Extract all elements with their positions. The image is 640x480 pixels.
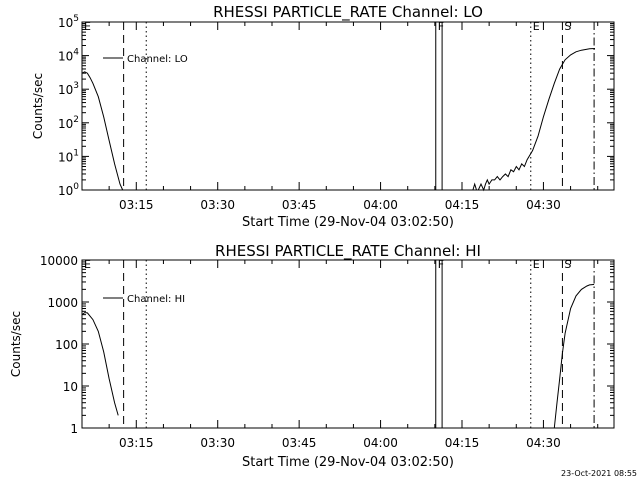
legend-label: Channel: LO [127,54,188,65]
x-tick-label: 03:15 [119,436,154,450]
y-axis-label: Counts/sec [9,311,23,377]
series-line [81,312,119,416]
y-axis-label: Counts/sec [31,73,45,139]
y-tick-label: 104 [58,48,79,64]
y-tick-label: 101 [58,148,79,164]
marker-label: F [438,20,444,33]
y-tick-label: 103 [58,81,79,97]
legend-label: Channel: HI [127,294,185,305]
x-tick-label: 03:45 [282,436,317,450]
x-axis-label: Start Time (29-Nov-04 03:02:50) [242,215,454,230]
marker-label: S [564,20,571,33]
marker-label: E [533,20,540,33]
y-tick-label: 105 [58,14,79,30]
x-tick-label: 03:15 [119,198,154,212]
y-tick-label: 10000 [40,254,78,268]
series-line [81,71,124,191]
marker-label: S [564,258,571,271]
x-tick-label: 04:00 [363,436,398,450]
series-line [472,48,596,192]
y-tick-label: 100 [58,182,79,198]
x-tick-label: 03:45 [282,198,317,212]
y-tick-label: 102 [58,115,79,131]
marker-label: E [84,258,91,271]
chart-title: RHESSI PARTICLE_RATE Channel: LO [213,3,483,22]
x-axis-label: Start Time (29-Nov-04 03:02:50) [242,455,454,470]
x-tick-label: 04:00 [363,198,398,212]
footer-timestamp: 23-Oct-2021 08:55 [561,469,637,478]
x-tick-label: 04:30 [526,436,561,450]
y-tick-label: 1 [70,422,78,436]
marker-label: E [533,258,540,271]
x-tick-label: 03:30 [200,198,235,212]
panel-hi: RHESSI PARTICLE_RATE Channel: HI 1 10 100 10… [9,242,615,470]
marker-label: E [84,20,91,33]
y-tick-label: 1000 [47,296,78,310]
x-tick-label: 04:30 [526,198,561,212]
series-line [553,283,595,429]
x-tick-label: 03:30 [200,436,235,450]
y-tick-label: 100 [55,338,78,352]
marker-label: F [438,258,444,271]
x-tick-label: 04:15 [445,436,480,450]
chart-title: RHESSI PARTICLE_RATE Channel: HI [215,242,481,261]
y-tick-label: 10 [63,380,78,394]
x-tick-label: 04:15 [445,198,480,212]
panel-lo: RHESSI PARTICLE_RATE Channel: LO 100 101 10… [31,3,615,230]
